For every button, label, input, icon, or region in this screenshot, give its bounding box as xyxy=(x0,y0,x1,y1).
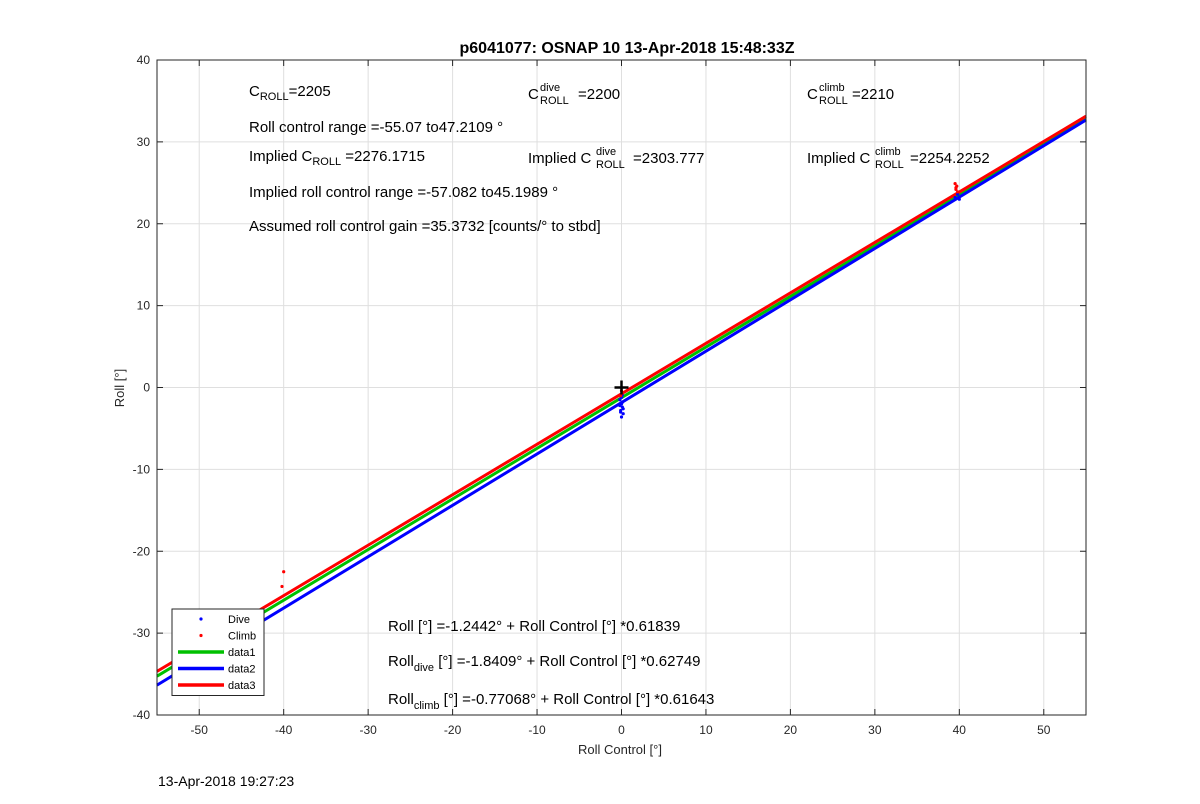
fit-climb-equation: Rollclimb [°] =-0.77068° + Roll Control … xyxy=(388,691,714,712)
point-dive xyxy=(619,410,623,414)
point-dive xyxy=(620,400,624,404)
implied-c-roll-climb-annotation: Implied C climb ROLL =2254.2252 xyxy=(807,142,990,172)
y-axis-label: Roll [°] xyxy=(112,369,127,407)
point-climb xyxy=(956,190,960,194)
x-tick-label: 30 xyxy=(868,723,882,737)
y-tick-label: -20 xyxy=(133,544,151,558)
y-tick-label: 20 xyxy=(137,217,151,231)
y-tick-label: -10 xyxy=(133,462,151,476)
x-tick-label: 10 xyxy=(699,723,713,737)
legend-label-climb: Climb xyxy=(228,631,256,643)
implied-c-roll-annotation: Implied CROLL =2276.1715 xyxy=(249,148,425,168)
x-tick-label: 50 xyxy=(1037,723,1051,737)
legend: Dive Climb data1 data2 data3 xyxy=(171,608,265,696)
point-dive xyxy=(621,407,625,411)
y-tick-label: 40 xyxy=(137,53,151,67)
x-tick-label: -10 xyxy=(528,723,546,737)
data-points xyxy=(280,182,961,589)
x-tick-label: -30 xyxy=(359,723,377,737)
origin-marker xyxy=(614,380,629,395)
c-roll-climb-annotation: C climb ROLL =2210 xyxy=(807,78,894,108)
point-dive xyxy=(618,403,622,408)
x-tick-label: -20 xyxy=(444,723,462,737)
x-tick-label: 40 xyxy=(953,723,967,737)
chart-title: p6041077: OSNAP 10 13-Apr-2018 15:48:33Z xyxy=(460,40,795,57)
point-climb xyxy=(282,570,286,574)
legend-swatch-dive xyxy=(199,617,203,621)
point-dive xyxy=(953,195,957,200)
legend-label-dive: Dive xyxy=(228,614,250,626)
tick-labels: -50 -40 -30 -20 -10 0 10 20 30 40 50 -40 -30 -20 -10 0 1… xyxy=(133,53,1051,737)
c-roll-annotation: CROLL=2205 xyxy=(249,83,331,103)
point-dive xyxy=(621,412,625,416)
y-tick-label: -40 xyxy=(133,708,151,722)
axes xyxy=(156,59,1087,716)
x-tick-label: -50 xyxy=(191,723,209,737)
y-tick-label: 10 xyxy=(137,299,151,313)
fit-all-equation: Roll [°] =-1.2442° + Roll Control [°] *0… xyxy=(388,618,680,635)
legend-label-data1: data1 xyxy=(228,647,256,659)
point-climb xyxy=(619,394,623,398)
implied-c-roll-dive-annotation: Implied C dive ROLL =2303.777 xyxy=(528,142,704,172)
x-tick-label: -40 xyxy=(275,723,293,737)
legend-label-data2: data2 xyxy=(228,664,256,676)
point-dive xyxy=(619,415,624,419)
x-axis-label: Roll Control [°] xyxy=(578,742,662,757)
point-climb xyxy=(953,182,957,186)
x-tick-label: 20 xyxy=(784,723,798,737)
y-tick-label: -30 xyxy=(133,626,151,640)
print-timestamp: 13-Apr-2018 19:27:23 xyxy=(158,773,295,789)
point-climb xyxy=(280,584,284,589)
point-dive xyxy=(956,192,960,196)
y-tick-label: 30 xyxy=(137,135,151,149)
point-climb xyxy=(954,186,958,190)
fit-dive-equation: Rolldive [°] =-1.8409° + Roll Control [°… xyxy=(388,653,701,674)
x-tick-label: 0 xyxy=(618,723,625,737)
roll-range-annotation: Roll control range =-55.07 to47.2109 ° xyxy=(249,119,503,136)
gain-annotation: Assumed roll control gain =35.3732 [coun… xyxy=(249,218,601,235)
point-dive xyxy=(618,398,622,402)
legend-label-data3: data3 xyxy=(228,680,256,692)
y-tick-label: 0 xyxy=(143,381,150,395)
point-dive xyxy=(957,197,961,201)
c-roll-dive-annotation: C dive ROLL =2200 xyxy=(528,78,620,108)
legend-swatch-climb xyxy=(199,633,203,638)
implied-range-annotation: Implied roll control range =-57.082 to45… xyxy=(249,184,558,201)
